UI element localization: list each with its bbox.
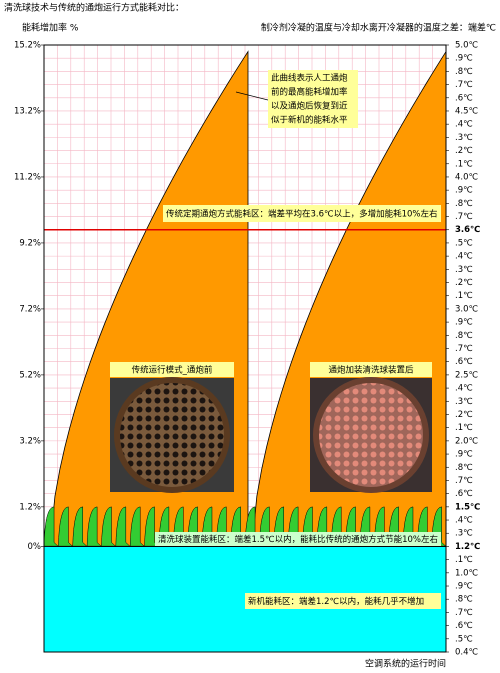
y-tick-label: 1.2% [19,502,41,512]
y2-tick-label: .2℃ [455,410,473,420]
photo-before-label: 传统运行模式_通炮前 [132,365,213,376]
y2-tick-label: .7℃ [455,608,473,618]
cleaning-wave [72,506,88,547]
y-tick-label: 13.2% [14,106,41,116]
y2-tick-label: 0.4℃ [455,648,479,658]
y2-tick-label: .1℃ [455,423,473,433]
cleaning-zone-label-box [155,532,441,546]
y2-tick-label: .7℃ [455,344,473,354]
y2-tick-label: 1.2℃ [455,542,480,552]
y-axis-label: 能耗增加率 % [22,22,79,34]
y-tick-label: 5.2% [19,370,41,380]
y-tick-label: 3.2% [19,436,41,446]
y-tick-label: 11.2% [14,172,41,182]
y2-tick-label: 5.0℃ [455,41,479,51]
photos [110,377,432,493]
y2-tick-label: 4.0℃ [455,172,479,182]
y2-tick-label: .8℃ [455,463,473,473]
y-tick-label: 7.2% [19,304,41,314]
cleaning-zone-label: 清洗球装置能耗区：端差1.5℃以内，能耗比传统的通炮方式节能10%左右 [158,534,438,545]
cleaning-wave [86,506,103,547]
callout-box [268,70,358,128]
cleaning-wave [58,506,74,547]
photo-before-label-box [110,362,234,377]
y2-tick-label: .1℃ [455,291,473,301]
y2-tick-label: .8℃ [455,67,473,77]
x-axis-label: 空调系统的运行时间 [365,658,446,670]
y2-tick-label: .3℃ [455,265,473,275]
y2-tick-label: .4℃ [455,516,473,526]
cleaning-wave [101,506,117,547]
y2-tick-label: .5℃ [455,634,473,644]
y2-tick-label: 1.0℃ [455,568,479,578]
y2-tick-label: 2.5℃ [455,370,479,380]
photo-after-plate [313,377,429,493]
y2-tick-label: .6℃ [455,489,473,499]
callout-line: 前的最高能耗增加率 [271,87,348,98]
y2-tick-label: .7℃ [455,80,473,90]
cleaning-wave [43,506,59,547]
photo-before-plate [114,377,230,493]
callout-line: 此曲线表示人工通炮 [271,73,348,84]
labels: 5.0℃ .9℃ .8℃ .7℃ .6℃ 4.5℃ .4℃ .3℃ .2℃ .1℃ 4.0℃ .9℃.… [14,41,480,658]
y2-tick-label: .2℃ [455,278,473,288]
y2-tick-label: .6℃ [455,621,473,631]
y2-tick-label: 1.5℃ [455,502,480,512]
y-tick-label: 15.2% [14,41,41,51]
y2-tick-label: .8℃ [455,595,473,605]
y2-tick-label: .7℃ [455,212,473,222]
y2-tick-label: .8℃ [455,199,473,209]
chart-title: 清洗球技术与传统的通炮运行方式能耗对比： [4,2,184,14]
y2-tick-label: .3℃ [455,133,473,143]
y2-axis-label: 制冷剂冷凝的温度与冷却水离开冷凝器的温度之差：端差℃ [261,22,496,34]
y2-tick-label: .5℃ [455,238,473,248]
y2-tick-label: .9℃ [455,318,473,328]
y2-tick-label: 4.5℃ [455,106,479,116]
y-tick-label: 0% [28,542,42,552]
y2-tick-label: .2℃ [455,146,473,156]
y2-tick-label: .8℃ [455,331,473,341]
y2-tick-label: .4℃ [455,252,473,262]
y2-tick-label: .6℃ [455,357,473,367]
y2-tick-label: .9℃ [455,186,473,196]
callout-line: 似于新机的能耗水平 [271,115,348,126]
y-tick-label: 9.2% [19,238,41,248]
y2-tick-label: 2.0℃ [455,436,479,446]
new-zone-label-box [245,593,441,609]
traditional-zone-label-box [163,205,441,222]
cleaning-wave [115,506,131,547]
y2-tick-label: .9℃ [455,450,473,460]
y2-tick-label: .4℃ [455,120,473,130]
y2-tick-label: .9℃ [455,54,473,64]
callout-arrow [235,91,269,101]
y2-tick-label: .7℃ [455,476,473,486]
y2-tick-label: .3℃ [455,529,473,539]
photo-after-label: 通炮加装清洗球装置后 [328,365,414,376]
y2-tick-label: 3.6℃ [455,225,480,235]
y2-tick-label: .3℃ [455,397,473,407]
y2-tick-label: .1℃ [455,159,473,169]
callout-line: 以及通炮后恢复到近 [271,101,348,112]
y2-tick-label: .1℃ [455,555,473,565]
cleaning-wave [129,506,146,547]
y2-tick-label: .4℃ [455,384,473,394]
traditional-zone-label: 传统定期通炮方式能耗区：端差平均在3.6℃以上，多增加能耗10%左右 [166,209,437,220]
y2-tick-label: .9℃ [455,582,473,592]
y2-tick-label: 3.0℃ [455,304,479,314]
photo-after-label-box [310,362,432,377]
new-zone-label: 新机能耗区：端差1.2℃以内，能耗几乎不增加 [248,596,424,607]
y2-tick-label: .6℃ [455,93,473,103]
